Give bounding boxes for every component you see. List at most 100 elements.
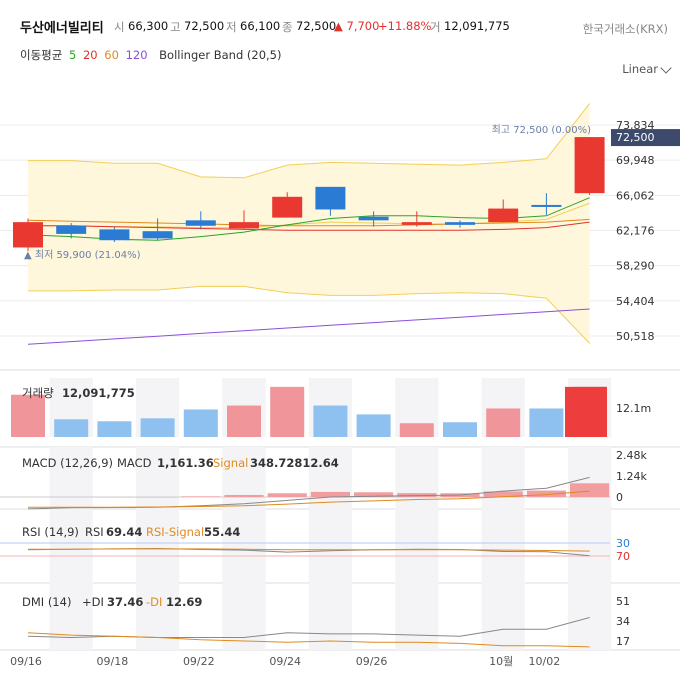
macd-column-shade: [568, 447, 612, 509]
rsi-axis-label-30: 30: [616, 537, 630, 550]
volume-bar: [486, 408, 521, 437]
volume-axis-label: 12.1m: [616, 402, 651, 415]
macd-signal-label: Signal: [213, 456, 248, 470]
dmi-minus-di-value: 12.69: [166, 595, 202, 609]
volume-bar: [313, 405, 348, 437]
x-axis-date-label: 09/24: [269, 655, 301, 668]
macd-column-shade: [481, 447, 525, 509]
price-axis-label: 58,290: [616, 260, 655, 273]
rsi-axis-label-70: 70: [616, 550, 630, 563]
rsi-column-shade: [222, 509, 266, 583]
x-axis-date-label: 09/26: [356, 655, 388, 668]
candle-body: [358, 216, 389, 221]
dmi-axis-label: 51: [616, 595, 630, 608]
macd-histogram-bar: [483, 491, 523, 497]
dmi-plus-di-label: +DI: [82, 595, 104, 609]
price-axis-label: 66,062: [616, 189, 655, 202]
price-axis-label: 54,404: [616, 295, 655, 308]
dmi-column-shade: [49, 583, 93, 650]
rsi-signal-value: 55.44: [204, 525, 240, 539]
x-axis-date-label: 09/18: [97, 655, 129, 668]
volume-bar: [183, 409, 218, 437]
macd-column-shade: [395, 447, 439, 509]
rsi-column-shade: [481, 509, 525, 583]
macd-axis-label: 1.24k: [616, 470, 647, 483]
volume-bar: [270, 386, 305, 437]
macd-column-shade: [136, 447, 180, 509]
price-axis-label: 62,176: [616, 225, 655, 238]
close-label: 종: [282, 20, 293, 34]
ma20-line: [28, 221, 590, 231]
macd-histogram-bar: [267, 493, 307, 497]
candle-body: [185, 220, 216, 226]
rsi-value: 69.44: [106, 525, 142, 539]
macd-histogram-bar: [526, 490, 566, 497]
chart-header: 두산에너빌리티 시 66,300 고 72,500 저 66,100 종 72,…: [0, 0, 680, 90]
macd-histogram-bar: [181, 496, 221, 497]
stock-name[interactable]: 두산에너빌리티: [20, 21, 104, 36]
macd-histogram-bar: [397, 493, 437, 497]
change-percent: +11.88%: [378, 19, 432, 33]
rsi-column-shade: [568, 509, 612, 583]
dmi-column-shade: [395, 583, 439, 650]
volume-panel-value: 12,091,775: [62, 386, 135, 400]
candle-body: [13, 222, 43, 248]
indicator-legend: 이동평균 5 20 60 120 Bollinger Band (20,5): [20, 47, 285, 63]
min-price-marker: ▲ 최저 59,900 (21.04%): [24, 249, 141, 261]
candle-body: [272, 196, 303, 218]
x-axis-date-label: 09/16: [10, 655, 42, 668]
price-axis-label: 73,834: [616, 119, 655, 132]
macd-column-shade: [308, 447, 352, 509]
macd-panel-label: MACD (12,26,9): [22, 456, 113, 470]
dmi-column-shade: [136, 583, 180, 650]
candle-body: [445, 222, 475, 225]
volume-bar: [227, 405, 261, 437]
dmi-panel-label: DMI (14): [22, 595, 71, 609]
dmi-plus-di-value: 37.46: [107, 595, 143, 609]
low-label: 저: [226, 20, 237, 34]
volume-bar: [11, 394, 45, 437]
x-axis-date-label: 10월: [489, 655, 513, 668]
ma60-label: 60: [104, 48, 119, 62]
dmi-minus-di-label: -DI: [146, 595, 162, 609]
bollinger-label[interactable]: Bollinger Band (20,5): [159, 48, 282, 62]
dmi-column-shade: [481, 583, 525, 650]
candle-body: [401, 222, 432, 225]
candle-body: [56, 225, 87, 234]
ma-label[interactable]: 이동평균: [20, 48, 63, 62]
volume-bar: [97, 421, 132, 437]
volume-bar: [443, 422, 477, 437]
candle-body: [531, 204, 562, 207]
close-value: 72,500: [296, 19, 337, 33]
rsi-signal-line: [28, 548, 590, 552]
macd-column-shade: [49, 447, 93, 509]
dmi-column-shade: [568, 583, 612, 650]
volume-bar: [54, 419, 89, 437]
macd-histogram-bar: [354, 492, 394, 497]
bollinger-lower-line: [28, 285, 590, 344]
dmi-minus-di-line: [27, 632, 590, 648]
open-label: 시: [114, 20, 125, 34]
dmi-axis-label: 34: [616, 615, 630, 628]
rsi-column-shade: [395, 509, 439, 583]
dmi-axis-label: 17: [616, 635, 630, 648]
volume-panel-label: 거래량: [22, 386, 54, 400]
high-value: 72,500: [184, 19, 225, 33]
bollinger-upper-line: [28, 103, 590, 179]
candle-body: [142, 231, 173, 239]
ma120-label: 120: [125, 48, 148, 62]
macd-axis-label: 0: [616, 491, 623, 504]
high-label: 고: [170, 20, 181, 34]
rsi-panel-label: RSI (14,9): [22, 525, 79, 539]
ma120-line: [27, 308, 590, 345]
x-axis-date-label: 10/02: [529, 655, 561, 668]
candle-body: [229, 222, 259, 229]
volume-bar-current: [565, 386, 607, 437]
current-price-tag: [611, 129, 680, 147]
max-price-marker: 최고 72,500 (0.00%): [492, 124, 591, 136]
macd-histogram-bar: [570, 483, 610, 497]
x-axis-date-label: 09/22: [183, 655, 215, 668]
scale-select[interactable]: Linear: [622, 62, 658, 76]
volume-value: 12,091,775: [444, 19, 510, 33]
